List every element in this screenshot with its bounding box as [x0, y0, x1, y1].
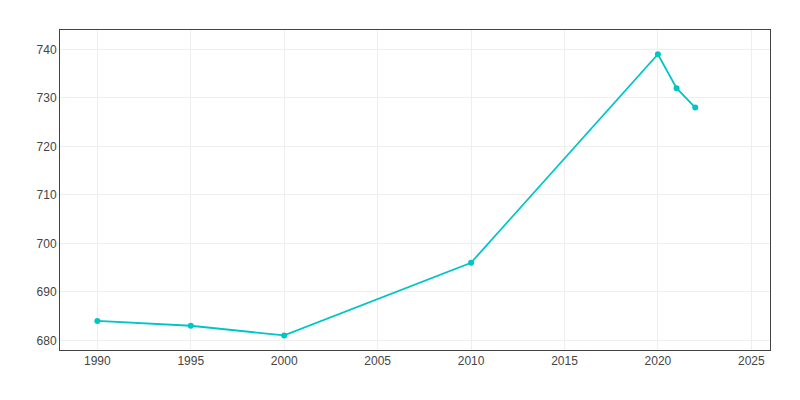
svg-text:2025: 2025: [738, 354, 765, 368]
svg-text:690: 690: [37, 285, 57, 299]
svg-text:2005: 2005: [364, 354, 391, 368]
svg-text:2000: 2000: [271, 354, 298, 368]
svg-text:1995: 1995: [177, 354, 204, 368]
svg-text:710: 710: [37, 188, 57, 202]
svg-text:740: 740: [37, 43, 57, 57]
svg-text:730: 730: [37, 91, 57, 105]
svg-text:700: 700: [37, 237, 57, 251]
svg-text:2010: 2010: [458, 354, 485, 368]
svg-text:1990: 1990: [84, 354, 111, 368]
svg-text:2015: 2015: [551, 354, 578, 368]
svg-text:720: 720: [37, 140, 57, 154]
svg-text:2020: 2020: [645, 354, 672, 368]
svg-text:680: 680: [37, 334, 57, 348]
